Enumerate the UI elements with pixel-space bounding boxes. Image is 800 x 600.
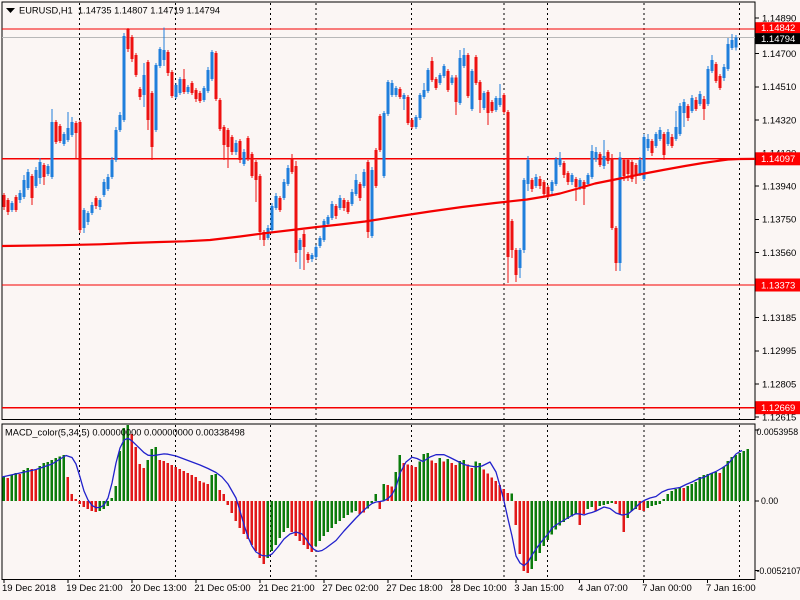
svg-text:1.12995: 1.12995	[762, 346, 796, 357]
svg-text:27 Dec 02:00: 27 Dec 02:00	[322, 583, 379, 594]
svg-text:7 Jan 16:00: 7 Jan 16:00	[706, 583, 756, 594]
svg-text:19 Dec 21:00: 19 Dec 21:00	[66, 583, 123, 594]
svg-text:1.12615: 1.12615	[762, 412, 796, 423]
svg-text:1.12669: 1.12669	[761, 403, 795, 414]
svg-text:EURUSD,H1 1.14735 1.14807 1.1: EURUSD,H1 1.14735 1.14807 1.14719 1.1479…	[19, 6, 220, 16]
svg-text:1.14700: 1.14700	[762, 49, 796, 60]
svg-text:27 Dec 18:00: 27 Dec 18:00	[386, 583, 443, 594]
svg-text:0.0053958: 0.0053958	[757, 427, 799, 437]
svg-text:1.14890: 1.14890	[762, 14, 796, 25]
svg-text:1.12805: 1.12805	[762, 379, 796, 390]
svg-text:4 Jan 07:00: 4 Jan 07:00	[578, 583, 628, 594]
svg-text:MACD_color(5,34,5) 0.00000000: MACD_color(5,34,5) 0.00000000 0.00000000…	[5, 428, 245, 438]
svg-text:1.13185: 1.13185	[762, 313, 796, 324]
svg-text:1.13940: 1.13940	[762, 182, 796, 193]
svg-text:1.13560: 1.13560	[762, 248, 796, 259]
svg-text:19 Dec 2018: 19 Dec 2018	[2, 583, 56, 594]
svg-text:20 Dec 13:00: 20 Dec 13:00	[130, 583, 187, 594]
svg-text:1.14842: 1.14842	[761, 23, 795, 34]
svg-text:7 Jan 00:00: 7 Jan 00:00	[642, 583, 692, 594]
svg-text:0.00: 0.00	[761, 496, 778, 506]
svg-text:28 Dec 10:00: 28 Dec 10:00	[450, 583, 507, 594]
svg-text:1.14794: 1.14794	[761, 34, 795, 45]
svg-text:1.13373: 1.13373	[761, 280, 795, 291]
svg-text:21 Dec 21:00: 21 Dec 21:00	[258, 583, 315, 594]
svg-text:1.13750: 1.13750	[762, 215, 796, 226]
svg-text:-0.0052107: -0.0052107	[757, 566, 800, 576]
svg-text:1.14510: 1.14510	[762, 82, 796, 93]
svg-text:3 Jan 15:00: 3 Jan 15:00	[514, 583, 564, 594]
svg-text:1.14097: 1.14097	[761, 154, 795, 165]
svg-text:1.14320: 1.14320	[762, 115, 796, 126]
svg-text:21 Dec 05:00: 21 Dec 05:00	[194, 583, 251, 594]
